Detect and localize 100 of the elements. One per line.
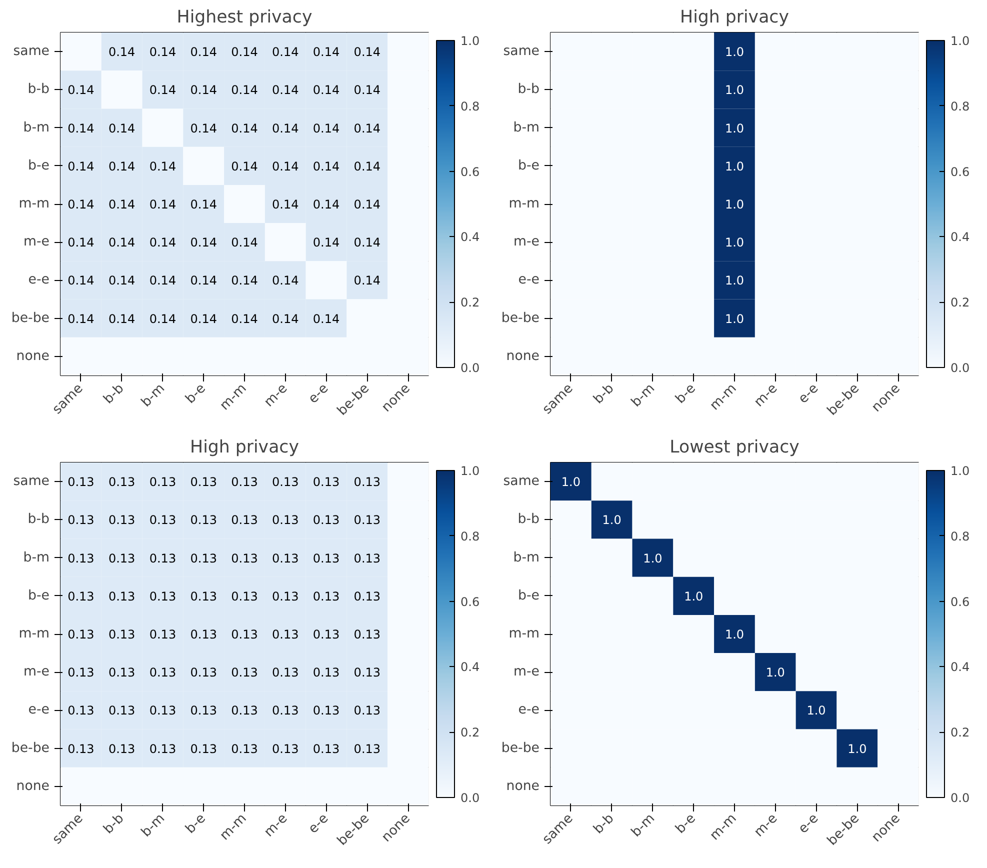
data-label: 0.13: [149, 628, 176, 642]
color-bar-label: 0.8: [460, 99, 480, 114]
data-label: 0.13: [149, 666, 176, 680]
data-label: 0.13: [68, 628, 94, 642]
data-label: 0.13: [108, 589, 136, 604]
color-bar-label: 0.6: [460, 594, 480, 609]
y-tick-label: m-m: [508, 626, 540, 642]
data-label: 0.14: [149, 312, 176, 326]
y-tick-label: e-e: [518, 272, 540, 288]
data-label: 0.14: [354, 121, 381, 136]
data-label: 0.13: [354, 551, 381, 566]
data-label: 0.13: [68, 666, 94, 680]
data-label: 0.13: [231, 666, 258, 680]
data-label: 0.14: [68, 83, 94, 98]
data-label: 0.14: [190, 198, 217, 212]
data-label: 0.14: [68, 159, 94, 174]
color-bar-label: 0.0: [950, 791, 970, 805]
color-bar-label: 0.6: [950, 594, 970, 609]
data-label: 0.13: [354, 704, 381, 718]
y-tick-label: b-b: [28, 82, 50, 98]
y-tick-label: same: [13, 44, 50, 60]
data-label: 0.13: [108, 628, 136, 642]
y-tick-label: e-e: [518, 702, 540, 718]
color-bar-label: 1.0: [460, 464, 480, 478]
data-label: 0.13: [108, 513, 136, 528]
color-bar-label: 0.6: [460, 164, 480, 179]
data-label: 0.13: [231, 589, 258, 604]
x-tick-label: e-e: [306, 811, 332, 837]
color-bar-label: 0.8: [460, 529, 480, 544]
data-label: 0.14: [190, 45, 217, 60]
data-label: 0.13: [231, 704, 258, 718]
data-label: 0.13: [68, 704, 94, 718]
data-label: 0.14: [68, 312, 94, 326]
data-label: 0.14: [68, 198, 94, 212]
color-bar-label: 1.0: [950, 34, 970, 48]
x-tick-label: m-e: [752, 811, 781, 840]
data-label: 0.14: [231, 312, 258, 326]
y-tick-label: m-m: [508, 196, 540, 212]
y-tick-label: e-e: [28, 702, 50, 718]
data-label: 0.13: [68, 475, 94, 490]
data-label: 0.13: [354, 742, 381, 756]
data-label: 0.14: [272, 83, 299, 98]
data-label: 0.13: [108, 742, 136, 756]
x-tick-label: b-m: [138, 811, 168, 840]
data-label: 0.13: [108, 704, 136, 718]
data-label: 0.14: [108, 121, 136, 136]
data-label: 1.0: [684, 589, 704, 604]
data-label: 0.13: [272, 742, 299, 756]
data-label: 0.14: [190, 274, 217, 288]
chart-title: High privacy: [680, 8, 789, 28]
data-label: 1.0: [561, 475, 580, 490]
data-label: 0.14: [231, 159, 258, 174]
x-tick-label: m-e: [752, 381, 781, 410]
data-label: 0.13: [312, 742, 340, 756]
x-tick-label: e-e: [796, 811, 822, 837]
x-tick-label: e-e: [796, 381, 822, 407]
data-label: 0.14: [231, 236, 258, 250]
data-label: 0.13: [190, 666, 217, 680]
data-label: 1.0: [724, 45, 744, 60]
y-tick-label: be-be: [11, 310, 50, 326]
data-label: 0.14: [272, 121, 299, 136]
y-tick-label: be-be: [501, 740, 540, 756]
x-tick-label: m-e: [262, 811, 291, 840]
data-label: 0.14: [108, 45, 136, 60]
data-label: 0.13: [149, 704, 176, 718]
data-label: 0.13: [68, 513, 94, 528]
x-tick-label: e-e: [306, 381, 332, 407]
data-label: 1.0: [724, 274, 744, 288]
data-label: 0.14: [149, 45, 176, 60]
data-label: 0.13: [231, 475, 258, 490]
data-label: 0.13: [108, 475, 136, 490]
y-tick-label: b-e: [518, 158, 540, 174]
data-label: 0.14: [190, 312, 217, 326]
data-label: 0.13: [149, 475, 176, 490]
data-label: 0.14: [108, 159, 136, 174]
y-tick-label: be-be: [501, 310, 540, 326]
y-tick-label: none: [16, 778, 50, 794]
data-label: 0.14: [272, 274, 299, 288]
color-bar-label: 1.0: [950, 464, 970, 478]
data-label: 0.14: [68, 274, 94, 288]
data-label: 0.14: [272, 45, 299, 60]
data-label: 0.14: [149, 83, 176, 98]
data-label: 0.13: [272, 666, 299, 680]
y-tick-label: none: [16, 348, 50, 364]
data-label: 0.13: [312, 513, 340, 528]
data-label: 0.14: [231, 45, 258, 60]
data-label: 0.13: [108, 666, 136, 680]
data-label: 0.13: [190, 475, 217, 490]
data-label: 0.14: [231, 274, 258, 288]
data-label: 0.13: [272, 628, 299, 642]
y-tick-label: same: [503, 44, 540, 60]
data-label: 0.14: [68, 236, 94, 250]
color-bar-label: 0.0: [460, 791, 480, 805]
data-label: 0.13: [354, 589, 381, 604]
data-label: 0.13: [231, 628, 258, 642]
data-label: 1.0: [724, 159, 744, 174]
x-tick-label: b-e: [673, 381, 699, 407]
data-label: 0.13: [312, 551, 340, 566]
y-tick-label: same: [503, 474, 540, 490]
data-label: 0.13: [190, 742, 217, 756]
